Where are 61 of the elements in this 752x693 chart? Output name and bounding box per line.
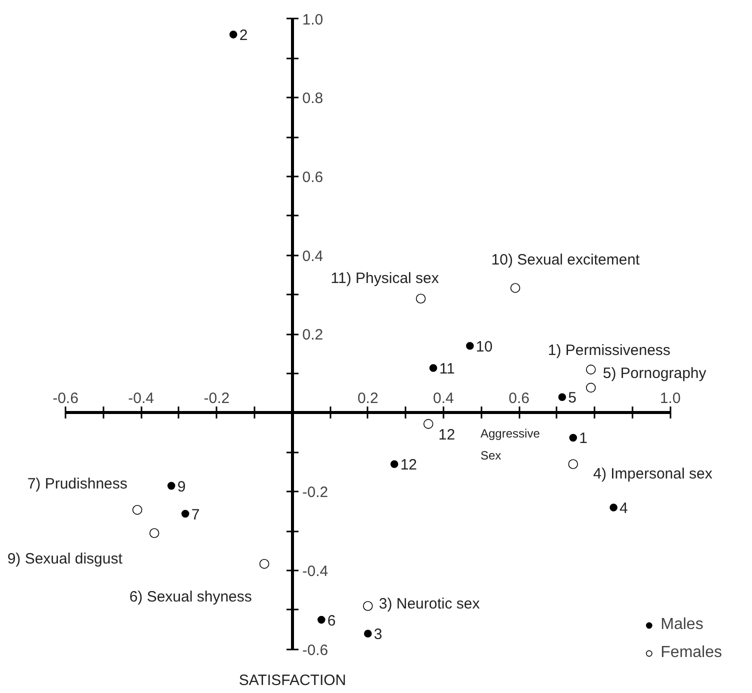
annotation: 11) Physical sex (330, 270, 440, 288)
y-tick-label: 0.8 (302, 90, 324, 108)
point (423, 419, 434, 429)
annotation: Aggressive Sex (480, 426, 540, 463)
annotation: 10) Sexual excitement (491, 251, 641, 268)
point (416, 294, 426, 304)
point (362, 601, 373, 611)
annotation: 9) Sexual disgust (7, 550, 124, 568)
point (149, 528, 160, 538)
annotation: 9 (177, 478, 186, 496)
y-tick-label: -0.2 (302, 484, 328, 502)
annotation: 1 (579, 430, 588, 448)
point (510, 283, 520, 293)
x-tick-label: -0.2 (204, 390, 230, 407)
point (259, 558, 270, 569)
legend-label: Females (660, 644, 722, 662)
point (558, 393, 566, 402)
point (429, 364, 438, 372)
y-tick-label: -0.4 (302, 563, 328, 580)
point (317, 616, 326, 624)
point (586, 382, 596, 393)
point (466, 342, 474, 350)
y-tick-label: 0.6 (302, 168, 324, 186)
annotation: 4 (620, 500, 628, 517)
x-tick-label: 0.6 (508, 390, 530, 407)
y-tick-label: 0.4 (302, 248, 324, 265)
annotation: 6 (327, 612, 336, 630)
annotation: 3 (374, 626, 382, 644)
annotation: 5 (568, 390, 576, 407)
annotation: 2 (239, 27, 248, 44)
point (181, 510, 190, 518)
legend-label: Males (660, 616, 704, 634)
point (167, 482, 176, 490)
annotation: 12 (400, 456, 418, 474)
y-tick-label: 1.0 (302, 11, 324, 28)
point (132, 504, 142, 515)
x-tick-label: 1.0 (660, 390, 681, 407)
y-tick-label: 0.2 (302, 326, 324, 344)
annotation: 6) Sexual shyness (129, 588, 252, 606)
x-tick-label: -0.4 (128, 390, 154, 407)
y-tick-label: -0.6 (302, 642, 328, 659)
point (568, 459, 578, 470)
x-tick-label: -0.6 (52, 390, 78, 407)
annotation: 10 (476, 338, 493, 356)
point (610, 504, 618, 512)
x-tick-label: 0.2 (357, 390, 378, 407)
point (390, 460, 398, 468)
point (569, 434, 578, 442)
annotation: 3) Neurotic sex (378, 596, 480, 613)
annotation: 11 (439, 360, 455, 378)
x-tick-label: 0.4 (433, 390, 454, 407)
annotation: 7 (191, 506, 200, 524)
point (229, 30, 238, 38)
annotation: 4) Impersonal sex (593, 466, 713, 483)
annotation: 1) Permissiveness (548, 342, 670, 360)
annotation: 7) Prudishness (27, 475, 128, 492)
point (586, 364, 596, 374)
point (364, 630, 372, 638)
text: SATISFACTION (238, 672, 346, 689)
annotation: 12 (438, 426, 456, 444)
annotation: 5) Pornography (602, 365, 707, 382)
